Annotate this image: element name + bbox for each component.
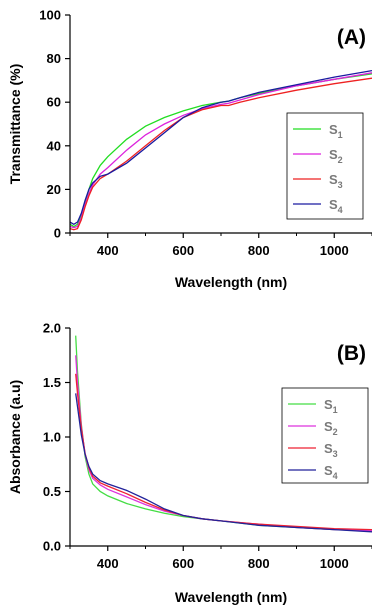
panel-b-x-tick-label-2: 800: [248, 556, 270, 571]
panel-a-legend-label-2: S2: [329, 147, 343, 165]
panel-a-legend-label-1: S1: [329, 122, 343, 140]
panel-a-series-line-3: [70, 77, 372, 231]
panel-a-y-tick-label-0: 0: [54, 226, 61, 241]
panel-a-x-tick-label-3: 1000: [320, 243, 349, 258]
panel-a-y-tick-label-2: 40: [47, 138, 61, 153]
panel-a-y-tick-label-3: 60: [47, 95, 61, 110]
panel-b-y-tick-label-3: 1.5: [43, 375, 61, 390]
panel-b-legend-label-3: S3: [324, 441, 338, 459]
panel-b-x-axis-label: Wavelength (nm): [175, 589, 287, 605]
panel-a-y-axis-label: Transmittance (%): [7, 64, 23, 185]
panel-b-series-line-4: [75, 393, 372, 533]
panel-a-series-line-4: [70, 69, 372, 226]
panel-b-legend-label-2: S2: [324, 419, 338, 437]
panel-a-y-tick-label-1: 20: [47, 182, 61, 197]
panel-b-panel-label: (B): [337, 342, 366, 365]
panel-b-x-tick-label-3: 1000: [320, 556, 349, 571]
panel-b-x-tick-label-0: 400: [97, 556, 119, 571]
panel-b-legend-label-4: S4: [324, 463, 338, 481]
panel-a-y-tick-label-5: 100: [39, 8, 61, 23]
panel-b-y-tick-label-0: 0.0: [43, 539, 61, 554]
panel-a-y-tick-label-4: 80: [47, 51, 61, 66]
panel-a-panel-label: (A): [337, 26, 366, 49]
panel-b-y-axis-label: Absorbance (a.u): [7, 380, 23, 494]
panel-a-x-tick-label-0: 400: [97, 243, 119, 258]
panel-b-x-tick-label-1: 600: [172, 556, 194, 571]
panel-a-legend-label-4: S4: [329, 197, 343, 215]
panel-b-y-tick-label-2: 1.0: [43, 430, 61, 445]
panel-b-legend-label-1: S1: [324, 397, 338, 415]
panel-a-x-tick-label-1: 600: [172, 243, 194, 258]
panel-a-x-tick-label-2: 800: [248, 243, 270, 258]
panel-b-y-tick-label-4: 2.0: [43, 321, 61, 336]
panel-a-legend-box: [286, 112, 364, 220]
panel-a-legend-label-3: S3: [329, 172, 343, 190]
panel-b-y-tick-label-1: 0.5: [43, 484, 61, 499]
panel-a-x-axis-label: Wavelength (nm): [175, 274, 287, 290]
